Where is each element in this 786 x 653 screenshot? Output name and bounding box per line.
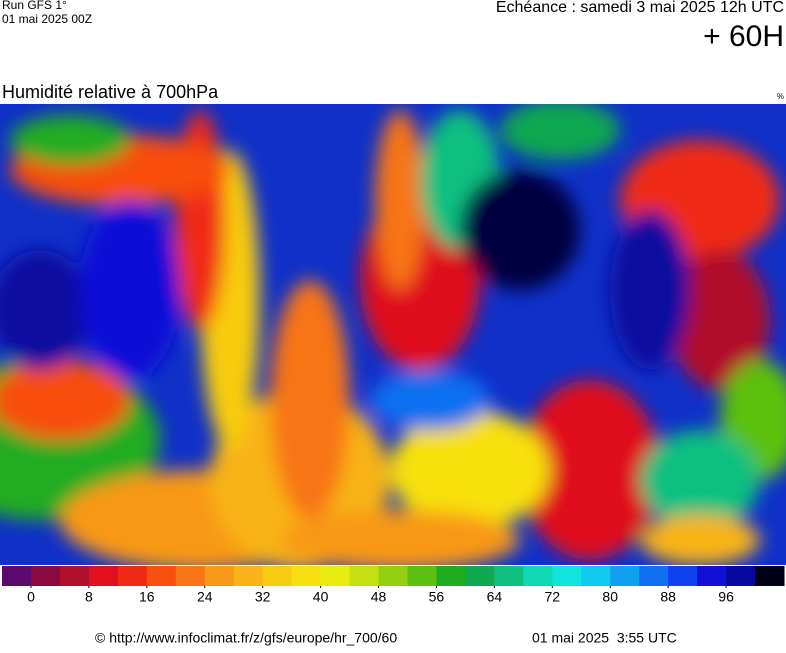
lead-time: + 60H — [703, 20, 784, 53]
tick-label: 64 — [487, 589, 503, 605]
tick-label: 8 — [85, 589, 93, 605]
color-swatch — [117, 566, 148, 586]
run-date: 01 mai 2025 00Z — [2, 12, 92, 26]
color-swatch — [88, 566, 119, 586]
timestamp: 01 mai 2025 3:55 UTC — [532, 630, 677, 646]
color-swatch — [494, 566, 524, 586]
color-swatch — [175, 566, 206, 586]
tick-label: 24 — [197, 589, 213, 605]
color-swatch — [59, 566, 90, 586]
color-swatch — [436, 566, 466, 586]
tick-label: 48 — [371, 589, 387, 605]
tick-label: 16 — [139, 589, 155, 605]
color-swatch — [610, 566, 640, 586]
color-swatch — [668, 566, 698, 586]
color-swatch — [2, 566, 32, 586]
color-swatch — [697, 566, 727, 586]
color-swatch — [755, 566, 785, 586]
color-swatch — [465, 566, 495, 586]
tick-label: 72 — [545, 589, 561, 605]
color-swatch — [146, 566, 177, 586]
color-swatch — [581, 566, 611, 586]
color-swatch — [726, 566, 756, 586]
color-swatch — [204, 566, 235, 586]
humidity-field — [0, 104, 786, 565]
tick-label: 32 — [255, 589, 271, 605]
color-swatch — [378, 566, 408, 586]
color-swatch — [30, 566, 61, 586]
source-url: © http://www.infoclimat.fr/z/gfs/europe/… — [95, 630, 397, 646]
tick-label: 96 — [718, 589, 734, 605]
color-swatch — [349, 566, 380, 586]
color-swatch — [407, 566, 437, 586]
color-swatch — [639, 566, 669, 586]
map-title: Humidité relative à 700hPa — [2, 82, 219, 102]
color-swatch — [262, 566, 293, 586]
color-swatch — [320, 566, 351, 586]
tick-label: 0 — [27, 589, 35, 605]
color-swatch — [291, 566, 322, 586]
tick-label: 40 — [313, 589, 329, 605]
color-swatch — [552, 566, 582, 586]
color-swatch — [233, 566, 264, 586]
tick-label: 56 — [429, 589, 445, 605]
color-swatch — [523, 566, 553, 586]
echeance: Echéance : samedi 3 mai 2025 12h UTC — [496, 0, 784, 16]
tick-label: 80 — [602, 589, 618, 605]
tick-label: 88 — [660, 589, 676, 605]
run-label: Run GFS 1° — [2, 0, 67, 12]
unit: % — [777, 92, 784, 101]
